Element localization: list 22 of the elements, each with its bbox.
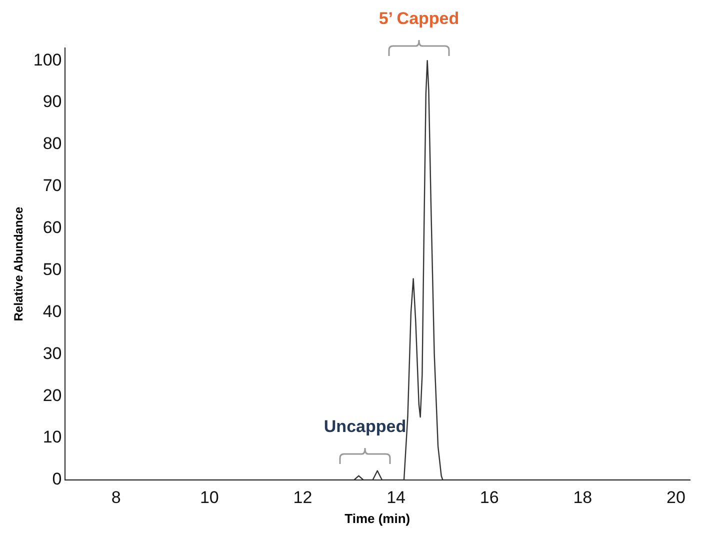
y-tick-label: 90 — [42, 92, 62, 112]
y-tick-label: 70 — [42, 176, 62, 196]
y-tick-label: 0 — [52, 470, 62, 489]
y-tick-label: 40 — [42, 302, 62, 321]
y-tick-label: 100 — [33, 50, 62, 70]
y-tick-label: 50 — [42, 260, 62, 279]
x-tick-label: 10 — [200, 488, 219, 507]
x-tick-label: 8 — [111, 488, 121, 507]
x-tick-label: 14 — [386, 488, 406, 507]
y-tick-label: 10 — [42, 428, 62, 447]
annotation: Uncapped — [324, 417, 406, 436]
x-axis-title: Time (min) — [344, 510, 410, 526]
y-tick-label: 80 — [42, 134, 62, 154]
x-tick-label: 12 — [293, 488, 312, 507]
text: 5’ Capped — [378, 9, 460, 28]
y-tick-label: 30 — [42, 344, 62, 363]
x-tick-label: 20 — [666, 488, 686, 507]
y-tick-label: 60 — [42, 218, 62, 238]
x-tick-label: 16 — [480, 488, 499, 507]
x-tick-label: 18 — [573, 488, 592, 507]
y-tick-label: 20 — [42, 386, 62, 405]
y-axis-title: Relative Abundance — [12, 206, 26, 322]
